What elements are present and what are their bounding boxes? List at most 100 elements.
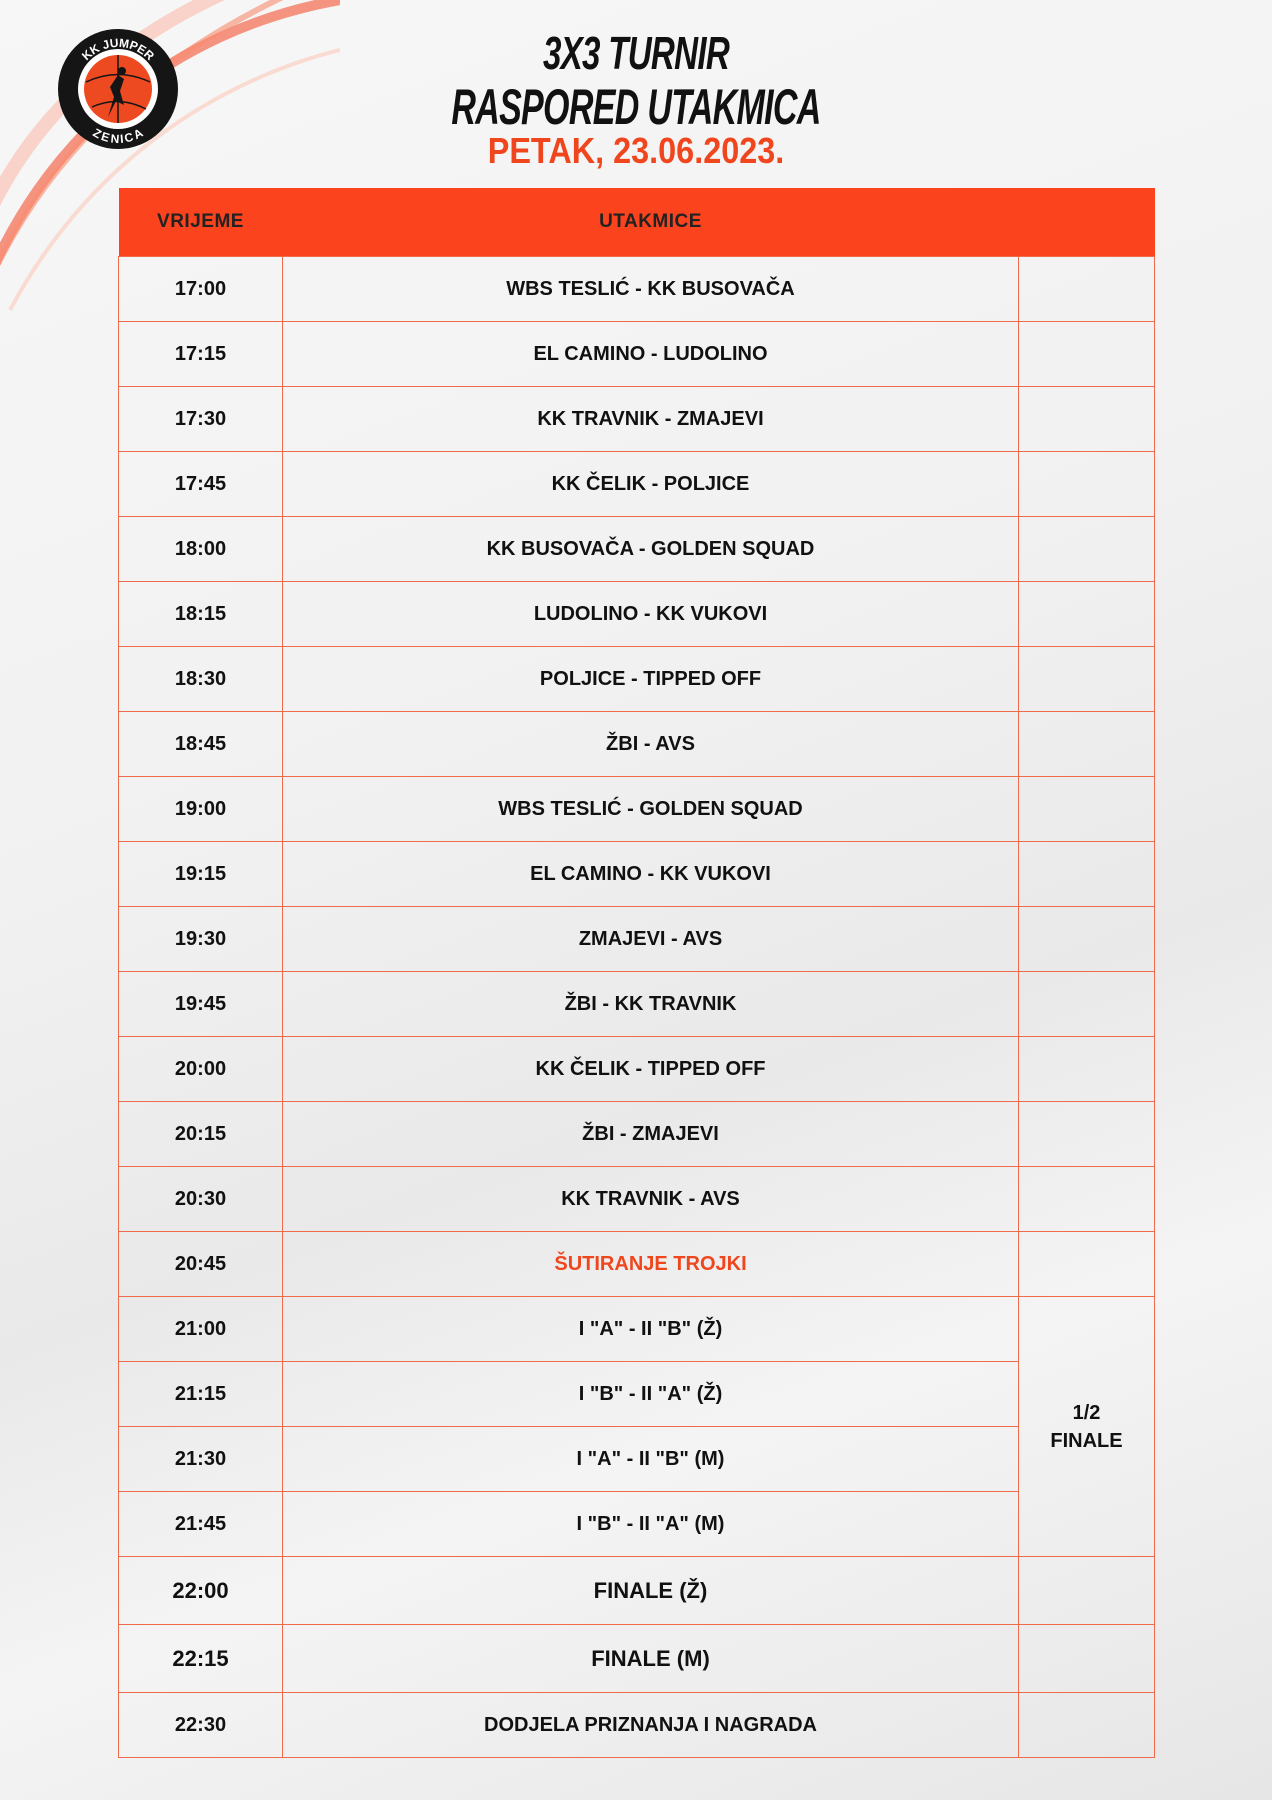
match-time: 22:00	[118, 1556, 283, 1625]
match-time: 22:15	[118, 1624, 283, 1693]
table-header: VRIJEME UTAKMICE	[118, 188, 1155, 257]
table-row: 21:30 I "A" - II "B" (M)	[118, 1426, 1155, 1492]
stage-cell	[1018, 906, 1155, 972]
match-teams: KK TRAVNIK - ZMAJEVI	[282, 386, 1019, 452]
stage-cell	[1018, 1166, 1155, 1232]
match-teams: I "A" - II "B" (M)	[282, 1426, 1019, 1492]
match-teams: DODJELA PRIZNANJA I NAGRADA	[282, 1692, 1019, 1758]
match-teams: WBS TESLIĆ - GOLDEN SQUAD	[282, 776, 1019, 842]
match-teams: KK TRAVNIK - AVS	[282, 1166, 1019, 1232]
table-row: 18:15 LUDOLINO - KK VUKOVI	[118, 581, 1155, 647]
match-teams: WBS TESLIĆ - KK BUSOVAČA	[282, 256, 1019, 322]
stage-cell	[1018, 971, 1155, 1037]
match-time: 20:45	[118, 1231, 283, 1297]
table-row: 19:00 WBS TESLIĆ - GOLDEN SQUAD	[118, 776, 1155, 842]
stage-cell	[1018, 841, 1155, 907]
column-header-stage	[1018, 188, 1155, 257]
match-teams: I "B" - II "A" (M)	[282, 1491, 1019, 1557]
match-time: 21:00	[118, 1296, 283, 1362]
match-time: 21:15	[118, 1361, 283, 1427]
match-time: 22:30	[118, 1692, 283, 1758]
table-row: 17:15 EL CAMINO - LUDOLINO	[118, 321, 1155, 387]
match-teams: KK ČELIK - POLJICE	[282, 451, 1019, 517]
table-row: 18:00 KK BUSOVAČA - GOLDEN SQUAD	[118, 516, 1155, 582]
title-line-1: 3X3 TURNIR	[542, 27, 730, 79]
stage-cell	[1018, 256, 1155, 322]
stage-cell	[1018, 776, 1155, 842]
match-time: 18:15	[118, 581, 283, 647]
match-teams: EL CAMINO - KK VUKOVI	[282, 841, 1019, 907]
table-row: 20:15 ŽBI - ZMAJEVI	[118, 1101, 1155, 1167]
kk-jumper-logo: KK JUMPER ZENICA	[58, 29, 178, 149]
table-row: 20:00 KK ČELIK - TIPPED OFF	[118, 1036, 1155, 1102]
match-teams: ŽBI - KK TRAVNIK	[282, 971, 1019, 1037]
match-time: 21:30	[118, 1426, 283, 1492]
table-row: 22:15 FINALE (M)	[118, 1624, 1155, 1693]
schedule-table: VRIJEME UTAKMICE 17:00 WBS TESLIĆ - KK BU…	[118, 188, 1155, 1758]
match-time: 19:00	[118, 776, 283, 842]
stage-cell	[1018, 1556, 1155, 1625]
match-time: 20:15	[118, 1101, 283, 1167]
match-teams: POLJICE - TIPPED OFF	[282, 646, 1019, 712]
match-teams: I "B" - II "A" (Ž)	[282, 1361, 1019, 1427]
match-time: 21:45	[118, 1491, 283, 1557]
table-row: 19:30 ZMAJEVI - AVS	[118, 906, 1155, 972]
table-row: 17:00 WBS TESLIĆ - KK BUSOVAČA	[118, 256, 1155, 322]
stage-cell	[1018, 1231, 1155, 1297]
match-teams: KK ČELIK - TIPPED OFF	[282, 1036, 1019, 1102]
semifinal-label-text: FINALE	[1050, 1429, 1123, 1452]
semifinal-label-fraction: 1/2	[1072, 1401, 1101, 1424]
table-row: 22:30 DODJELA PRIZNANJA I NAGRADA	[118, 1692, 1155, 1758]
table-row: 17:45 KK ČELIK - POLJICE	[118, 451, 1155, 517]
match-time: 19:15	[118, 841, 283, 907]
column-header-matches: UTAKMICE	[282, 188, 1019, 257]
match-teams: ZMAJEVI - AVS	[282, 906, 1019, 972]
semifinal-label: 1/2 FINALE	[1018, 1296, 1155, 1557]
match-time: 19:45	[118, 971, 283, 1037]
table-row: 21:15 I "B" - II "A" (Ž)	[118, 1361, 1155, 1427]
title-line-2: RASPORED UTAKMICA	[451, 79, 821, 135]
match-teams: EL CAMINO - LUDOLINO	[282, 321, 1019, 387]
match-time: 20:00	[118, 1036, 283, 1102]
match-time: 17:30	[118, 386, 283, 452]
column-header-time: VRIJEME	[118, 188, 283, 257]
match-time: 20:30	[118, 1166, 283, 1232]
table-row: 18:45 ŽBI - AVS	[118, 711, 1155, 777]
match-time: 17:45	[118, 451, 283, 517]
svg-text:ZENICA: ZENICA	[90, 125, 145, 146]
event-date: PETAK, 23.06.2023.	[487, 130, 785, 171]
match-teams: KK BUSOVAČA - GOLDEN SQUAD	[282, 516, 1019, 582]
stage-cell	[1018, 451, 1155, 517]
table-row: 18:30 POLJICE - TIPPED OFF	[118, 646, 1155, 712]
match-time: 18:45	[118, 711, 283, 777]
table-row: 20:30 KK TRAVNIK - AVS	[118, 1166, 1155, 1232]
match-teams: FINALE (Ž)	[282, 1556, 1019, 1625]
match-time: 19:30	[118, 906, 283, 972]
match-time: 17:15	[118, 321, 283, 387]
match-time: 17:00	[118, 256, 283, 322]
logo-bottom-text: ZENICA	[90, 125, 145, 146]
match-teams: ŽBI - ZMAJEVI	[282, 1101, 1019, 1167]
stage-cell	[1018, 321, 1155, 387]
stage-cell	[1018, 646, 1155, 712]
stage-cell	[1018, 1036, 1155, 1102]
match-teams: LUDOLINO - KK VUKOVI	[282, 581, 1019, 647]
table-row: 21:45 I "B" - II "A" (M)	[118, 1491, 1155, 1557]
table-row: 17:30 KK TRAVNIK - ZMAJEVI	[118, 386, 1155, 452]
match-teams: FINALE (M)	[282, 1624, 1019, 1693]
stage-cell	[1018, 581, 1155, 647]
stage-cell	[1018, 1692, 1155, 1758]
match-teams: I "A" - II "B" (Ž)	[282, 1296, 1019, 1362]
stage-cell	[1018, 386, 1155, 452]
table-row: 22:00 FINALE (Ž)	[118, 1556, 1155, 1625]
match-time: 18:00	[118, 516, 283, 582]
table-row: 20:45 ŠUTIRANJE TROJKI	[118, 1231, 1155, 1297]
table-row: 19:45 ŽBI - KK TRAVNIK	[118, 971, 1155, 1037]
match-teams: ŽBI - AVS	[282, 711, 1019, 777]
table-row: 19:15 EL CAMINO - KK VUKOVI	[118, 841, 1155, 907]
stage-cell	[1018, 711, 1155, 777]
stage-cell	[1018, 1624, 1155, 1693]
match-teams: ŠUTIRANJE TROJKI	[282, 1231, 1019, 1297]
stage-cell	[1018, 516, 1155, 582]
match-time: 18:30	[118, 646, 283, 712]
